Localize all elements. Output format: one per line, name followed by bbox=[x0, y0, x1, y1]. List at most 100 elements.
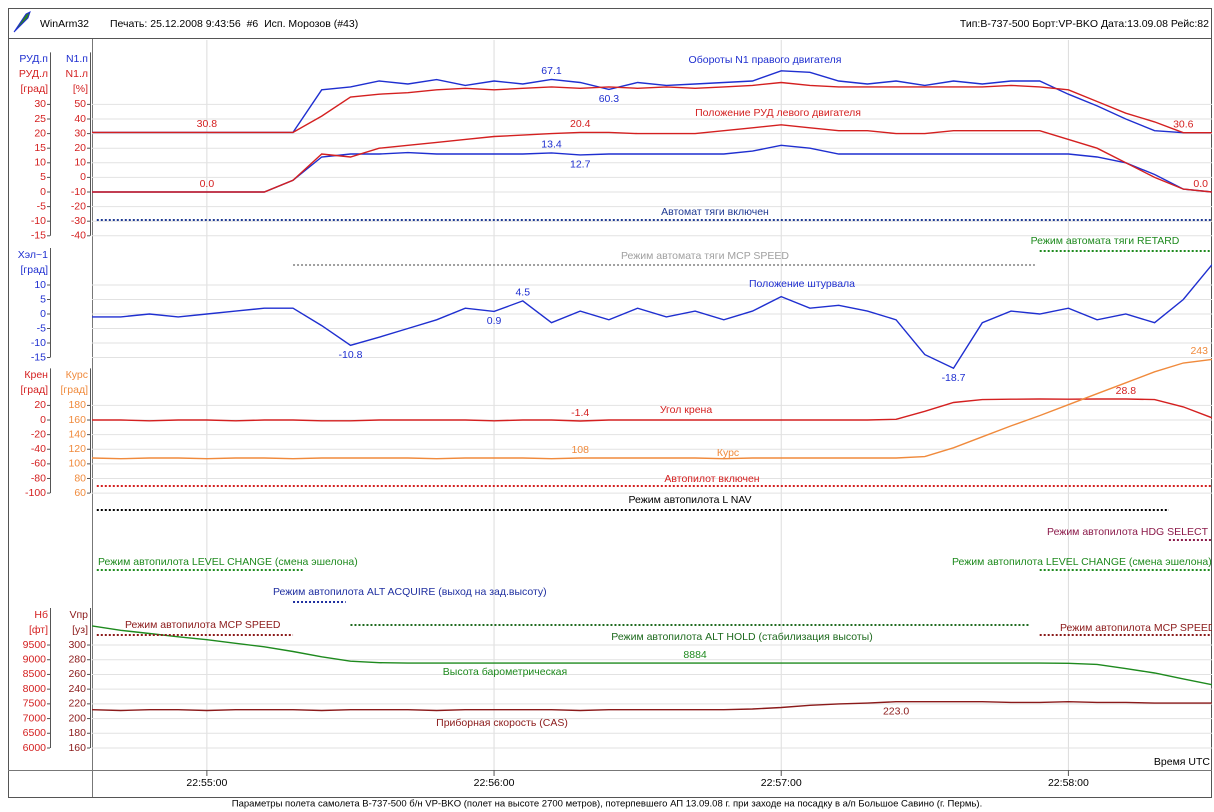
y-tick-label: 260 bbox=[68, 668, 86, 680]
y-tick-label: -10 bbox=[31, 215, 46, 227]
series-name: Положение РУД левого двигателя bbox=[695, 107, 861, 119]
y-tick-label: 6500 bbox=[23, 727, 47, 739]
y-tick-label: 50 bbox=[74, 98, 86, 110]
value-label: 0.0 bbox=[1193, 178, 1208, 190]
series-line bbox=[92, 625, 1212, 686]
app-icon bbox=[13, 11, 31, 33]
y-tick-label: -20 bbox=[31, 428, 46, 440]
y-tick-label: -30 bbox=[71, 215, 86, 227]
axis-title: Крен bbox=[24, 369, 48, 381]
value-label: 108 bbox=[571, 444, 589, 456]
y-tick-label: -5 bbox=[37, 200, 46, 212]
value-label: 20.4 bbox=[570, 118, 591, 130]
y-tick-label: 9500 bbox=[23, 639, 47, 651]
axis-title: [град] bbox=[21, 384, 49, 396]
caption: Параметры полета самолета В-737-500 б/н … bbox=[232, 799, 982, 810]
flight-info: Тип:В-737-500 Борт:VP-BKO Дата:13.09.08 … bbox=[960, 18, 1209, 30]
series-line bbox=[92, 700, 1212, 712]
series-name: Высота барометрическая bbox=[443, 666, 567, 678]
value-label: 8884 bbox=[683, 649, 707, 661]
y-tick-label: 8500 bbox=[23, 668, 47, 680]
value-label: 13.4 bbox=[541, 139, 562, 151]
value-label: 67.1 bbox=[541, 65, 562, 77]
series-line bbox=[92, 358, 1212, 460]
value-label: 60.3 bbox=[599, 93, 620, 105]
y-tick-label: 10 bbox=[34, 157, 46, 169]
y-tick-label: -5 bbox=[37, 322, 46, 334]
y-tick-label: -100 bbox=[25, 487, 46, 499]
mode-label: Режим автопилота MCP SPEED bbox=[1060, 622, 1214, 634]
y-tick-label: 300 bbox=[68, 639, 86, 651]
series-name: Обороты N1 правого двигателя bbox=[689, 54, 842, 66]
y-tick-label: 10 bbox=[34, 279, 46, 291]
axis-title: Vпр bbox=[69, 609, 88, 621]
series-name: Угол крена bbox=[660, 404, 713, 416]
y-tick-label: 180 bbox=[68, 727, 86, 739]
axis-title: [фт] bbox=[29, 624, 48, 636]
y-tick-label: 0 bbox=[40, 414, 46, 426]
value-label: 0.9 bbox=[487, 315, 502, 327]
y-tick-label: -40 bbox=[31, 443, 46, 455]
mode-label: Режим автомата тяги RETARD bbox=[1031, 235, 1180, 247]
series-name: Приборная скорость (CAS) bbox=[436, 717, 568, 729]
y-tick-label: 120 bbox=[68, 443, 86, 455]
x-axis-label: Время UTC bbox=[1154, 756, 1211, 768]
y-tick-label: 0 bbox=[80, 171, 86, 183]
y-tick-label: -40 bbox=[71, 230, 86, 242]
plot-area: Автомат тяги включен Режим автомата тяги … bbox=[92, 70, 1214, 712]
y-tick-label: 20 bbox=[74, 142, 86, 154]
mode-label: Режим автопилота ALT HOLD (стабилизация … bbox=[611, 631, 872, 643]
axis-title: [уз] bbox=[72, 624, 88, 636]
axis-title: N1.п bbox=[66, 53, 88, 65]
y-tick-label: -60 bbox=[31, 458, 46, 470]
y-tick-label: 20 bbox=[34, 399, 46, 411]
mode-label: Режим автопилота ALT ACQUIRE (выход на з… bbox=[273, 586, 547, 598]
y-tick-label: 220 bbox=[68, 698, 86, 710]
y-tick-label: 0 bbox=[40, 308, 46, 320]
app-name: WinArm32 bbox=[40, 18, 89, 30]
value-label: -10.8 bbox=[338, 349, 362, 361]
mode-label: Режим автопилота HDG SELECT bbox=[1047, 526, 1209, 538]
axis-title: [град] bbox=[61, 384, 89, 396]
series-name: Курс bbox=[717, 447, 739, 459]
y-tick-label: 8000 bbox=[23, 683, 47, 695]
value-label: 30.6 bbox=[1173, 119, 1194, 131]
y-tick-label: -15 bbox=[31, 351, 46, 363]
axis-title: N1.л bbox=[66, 68, 88, 80]
axis-title: Хэл~1 bbox=[18, 249, 48, 261]
y-tick-label: 30 bbox=[34, 98, 46, 110]
series-line bbox=[92, 398, 1212, 422]
y-tick-label: 0 bbox=[40, 186, 46, 198]
y-tick-label: 280 bbox=[68, 654, 86, 666]
axis-title: [%] bbox=[73, 83, 88, 95]
value-label: -18.7 bbox=[942, 372, 966, 384]
grid bbox=[92, 40, 1212, 770]
y-tick-label: 100 bbox=[68, 458, 86, 470]
y-tick-label: -80 bbox=[31, 472, 46, 484]
axis-title: Нб bbox=[34, 609, 48, 621]
y-tick-label: 200 bbox=[68, 712, 86, 724]
y-tick-label: 5 bbox=[40, 293, 46, 305]
series-line bbox=[92, 81, 1212, 134]
x-tick-label: 22:58:00 bbox=[1048, 777, 1089, 789]
y-tick-label: 7000 bbox=[23, 712, 47, 724]
value-label: 223.0 bbox=[883, 705, 909, 717]
y-tick-label: -15 bbox=[31, 230, 46, 242]
y-tick-label: -10 bbox=[31, 337, 46, 349]
axis-title: РУД.л bbox=[19, 68, 48, 80]
mode-label: Режим автопилота L NAV bbox=[628, 494, 751, 506]
value-label: 4.5 bbox=[515, 287, 530, 299]
y-tick-label: 7500 bbox=[23, 698, 47, 710]
frame bbox=[8, 8, 1212, 798]
value-label: -1.4 bbox=[571, 407, 589, 419]
axis-title: Курс bbox=[66, 369, 88, 381]
series-line bbox=[92, 124, 1212, 193]
mode-label: Автомат тяги включен bbox=[661, 206, 769, 218]
x-tick-label: 22:57:00 bbox=[761, 777, 802, 789]
y-tick-label: -20 bbox=[71, 200, 86, 212]
y-tick-label: 160 bbox=[68, 414, 86, 426]
mode-label: Режим автомата тяги MCP SPEED bbox=[621, 250, 789, 262]
y-tick-label: 60 bbox=[74, 487, 86, 499]
value-label: 0.0 bbox=[200, 178, 215, 190]
y-tick-label: 180 bbox=[68, 399, 86, 411]
